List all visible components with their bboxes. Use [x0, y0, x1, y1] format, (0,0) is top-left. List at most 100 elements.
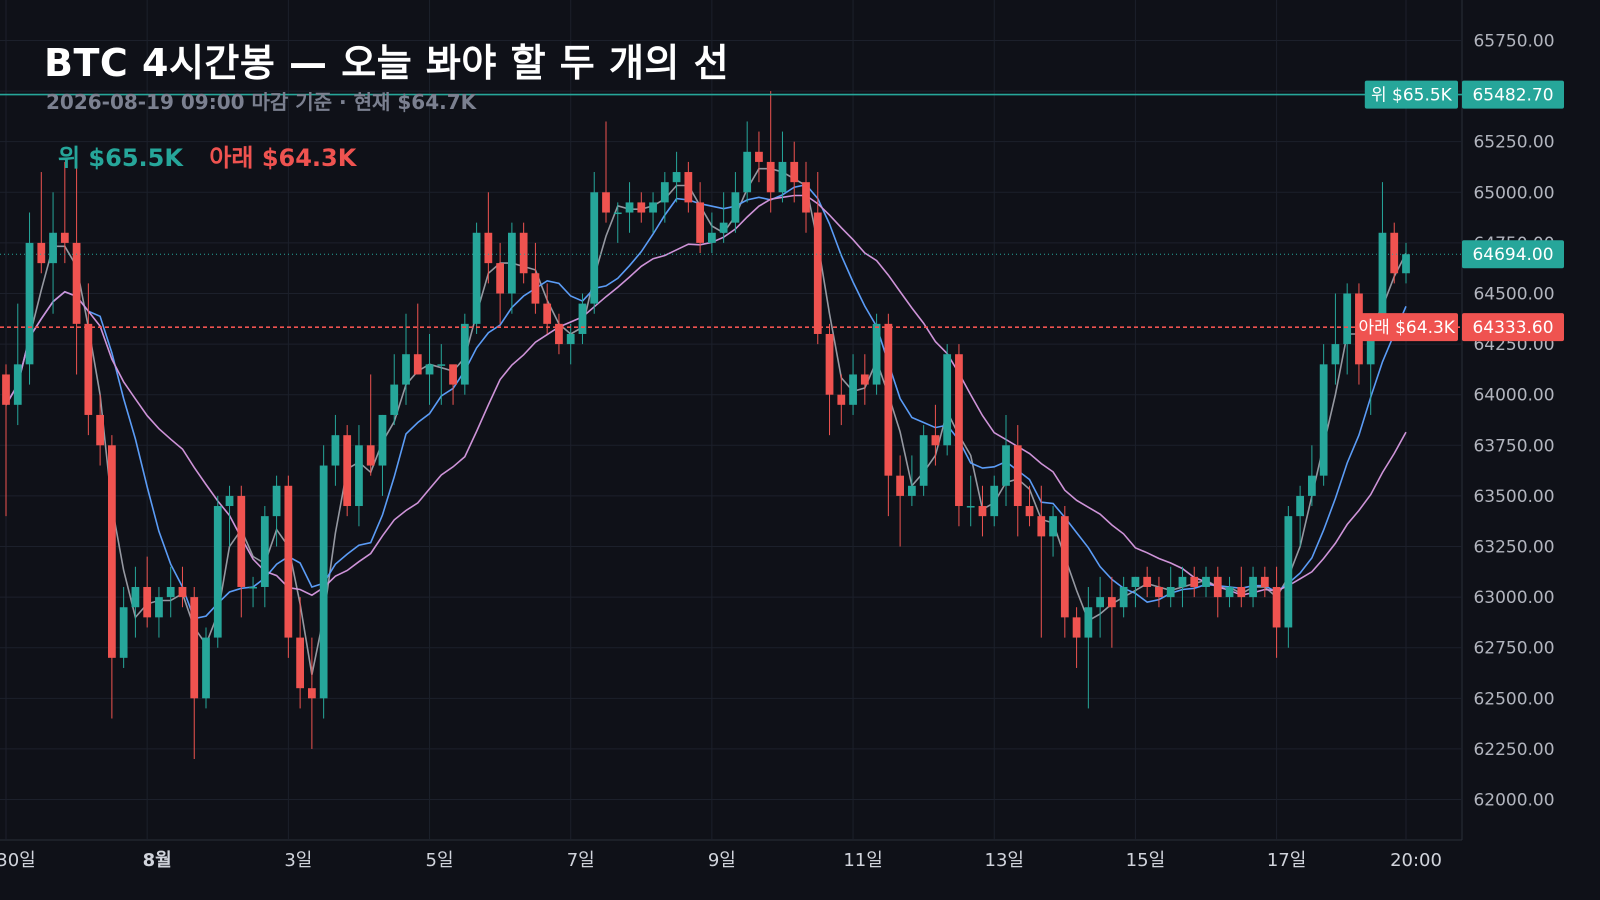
- candle-body: [37, 242, 46, 264]
- candle-body: [1013, 445, 1022, 507]
- time-tick-label: 5일: [426, 850, 454, 871]
- candle-body: [519, 232, 528, 274]
- candle-body: [578, 303, 587, 334]
- candle-body: [1060, 516, 1069, 618]
- current-price-label-box: [1462, 240, 1564, 269]
- candle-body: [1319, 364, 1328, 476]
- candle-body: [72, 242, 81, 324]
- candle-body: [719, 222, 728, 233]
- candle-body: [413, 354, 422, 375]
- candle-body: [966, 506, 975, 508]
- candle-body: [1131, 576, 1140, 587]
- candle-body: [1284, 516, 1293, 628]
- candle-body: [613, 212, 622, 215]
- candle-body: [425, 364, 434, 375]
- candle-body: [296, 637, 304, 689]
- candle-body: [355, 445, 363, 507]
- candle-body: [649, 202, 657, 213]
- candle-body: [1190, 576, 1199, 587]
- price-tick-label: 62500.00: [1473, 689, 1554, 709]
- time-tick-label: 7일: [567, 850, 595, 871]
- candle-body: [602, 192, 610, 213]
- price-tick-label: 63500.00: [1473, 487, 1554, 507]
- candle-body: [260, 516, 269, 587]
- candle-body: [1202, 576, 1210, 587]
- time-tick-label: 8월: [143, 850, 172, 871]
- candle-body: [131, 586, 140, 608]
- candle-body: [1366, 323, 1375, 365]
- candle-body: [308, 688, 316, 699]
- candle-body: [319, 465, 328, 699]
- candle-body: [508, 232, 516, 294]
- candle-body: [460, 323, 469, 385]
- candle-body: [731, 192, 740, 223]
- chart-subtitle: 2026-08-19 09:00 마감 기준 · 현재 $64.7K: [46, 90, 477, 114]
- candle-body: [625, 202, 634, 213]
- candle-body: [49, 232, 57, 264]
- candle-body: [84, 323, 93, 415]
- candle-body: [531, 273, 540, 304]
- time-tick-label: 13일: [985, 850, 1024, 871]
- time-tick-label: 30일: [0, 850, 36, 871]
- candle-body: [1002, 445, 1010, 486]
- candle-body: [213, 506, 222, 638]
- candle-body: [908, 485, 916, 496]
- candle-body: [637, 202, 646, 213]
- candle-body: [590, 192, 599, 304]
- candle-body: [1178, 576, 1187, 587]
- candle-body: [543, 303, 552, 324]
- candle-body: [837, 394, 846, 405]
- candle-body: [813, 212, 822, 334]
- candle-body: [437, 364, 446, 366]
- price-tick-label: 65250.00: [1473, 133, 1554, 153]
- candle-body: [202, 637, 210, 699]
- price-tick-label: 63250.00: [1473, 538, 1554, 558]
- candle-body: [955, 354, 963, 507]
- candle-body: [1260, 576, 1269, 587]
- price-tick-label: 62000.00: [1473, 791, 1554, 811]
- time-tick-label: 3일: [284, 850, 312, 871]
- price-tick-label: 63750.00: [1473, 436, 1554, 456]
- candle-body: [1108, 597, 1116, 608]
- candle-body: [343, 435, 352, 507]
- upper-level-price-label: 65482.70: [1472, 86, 1553, 106]
- candle-body: [766, 161, 775, 193]
- time-axis[interactable]: 30일 8월 3일 5일 7일 9일 11일 13일 15일 17일 20:00: [0, 850, 1442, 871]
- candle-body: [143, 586, 152, 618]
- candle-body: [825, 333, 834, 395]
- candle-body: [660, 182, 669, 203]
- candle-body: [119, 607, 128, 658]
- time-tick-label: 15일: [1126, 850, 1165, 871]
- price-tick-label: 63000.00: [1473, 588, 1554, 608]
- candle-body: [272, 485, 281, 517]
- grid: [0, 0, 1463, 841]
- candle-body: [790, 161, 799, 183]
- candle-body: [1166, 586, 1175, 598]
- candle-body: [1237, 586, 1246, 598]
- candle-body: [1084, 607, 1093, 638]
- candle-body: [1025, 506, 1034, 517]
- time-tick-label: 20:00: [1390, 850, 1442, 871]
- candle-body: [249, 586, 257, 589]
- price-tick-label: 64500.00: [1473, 284, 1554, 304]
- candle-body: [390, 384, 399, 415]
- candle-body: [1390, 232, 1399, 274]
- candle-body: [402, 354, 410, 385]
- lower-level-tag-box: [1355, 313, 1458, 342]
- candle-body: [225, 495, 234, 507]
- time-tick-label: 9일: [708, 850, 736, 871]
- upper-level-tag: 위 $65.5K: [1371, 86, 1453, 106]
- candle-body: [1049, 516, 1057, 537]
- candle-body: [978, 506, 987, 517]
- candle-body: [1296, 495, 1304, 517]
- price-tick-label: 65000.00: [1473, 183, 1554, 203]
- candle-body: [496, 263, 504, 294]
- price-tick-label: 62250.00: [1473, 740, 1554, 760]
- candle-body: [178, 586, 187, 598]
- candle-body: [96, 414, 104, 446]
- price-tick-label: 62750.00: [1473, 639, 1554, 659]
- candle-body: [13, 364, 22, 405]
- candle-body: [555, 323, 563, 345]
